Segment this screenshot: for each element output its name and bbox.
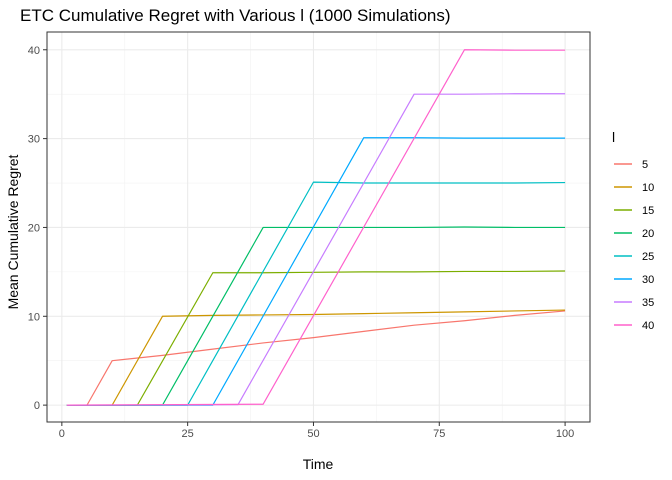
legend-title: l bbox=[612, 129, 615, 145]
x-tick-label: 100 bbox=[556, 428, 574, 440]
x-axis-title: Time bbox=[303, 456, 334, 472]
y-tick-label: 30 bbox=[28, 134, 40, 146]
y-tick-label: 40 bbox=[28, 45, 40, 57]
legend-label-30: 30 bbox=[642, 274, 654, 286]
x-tick-label: 50 bbox=[307, 428, 319, 440]
y-axis-title: Mean Cumulative Regret bbox=[5, 154, 21, 309]
x-tick-label: 25 bbox=[182, 428, 194, 440]
legend-label-35: 35 bbox=[642, 297, 654, 309]
legend-label-25: 25 bbox=[642, 251, 654, 263]
legend-label-5: 5 bbox=[642, 159, 648, 171]
series-line-5 bbox=[66, 310, 566, 406]
legend: l 5 10 15 20 25 30 35 40 bbox=[612, 129, 654, 332]
y-tick-label: 10 bbox=[28, 311, 40, 323]
y-tick-label: 20 bbox=[28, 222, 40, 234]
y-tick-label: 0 bbox=[34, 400, 40, 412]
x-tick-label: 0 bbox=[59, 428, 65, 440]
x-axis-ticks: 0 25 50 75 100 bbox=[59, 422, 574, 440]
legend-label-10: 10 bbox=[642, 182, 654, 194]
series-line-40 bbox=[66, 49, 566, 406]
legend-label-40: 40 bbox=[642, 320, 654, 332]
series-lines bbox=[66, 49, 566, 406]
chart-title: ETC Cumulative Regret with Various l (10… bbox=[20, 6, 451, 25]
x-tick-label: 75 bbox=[433, 428, 445, 440]
legend-label-20: 20 bbox=[642, 228, 654, 240]
y-axis-ticks: 0 10 20 30 40 bbox=[28, 45, 47, 412]
legend-label-15: 15 bbox=[642, 205, 654, 217]
